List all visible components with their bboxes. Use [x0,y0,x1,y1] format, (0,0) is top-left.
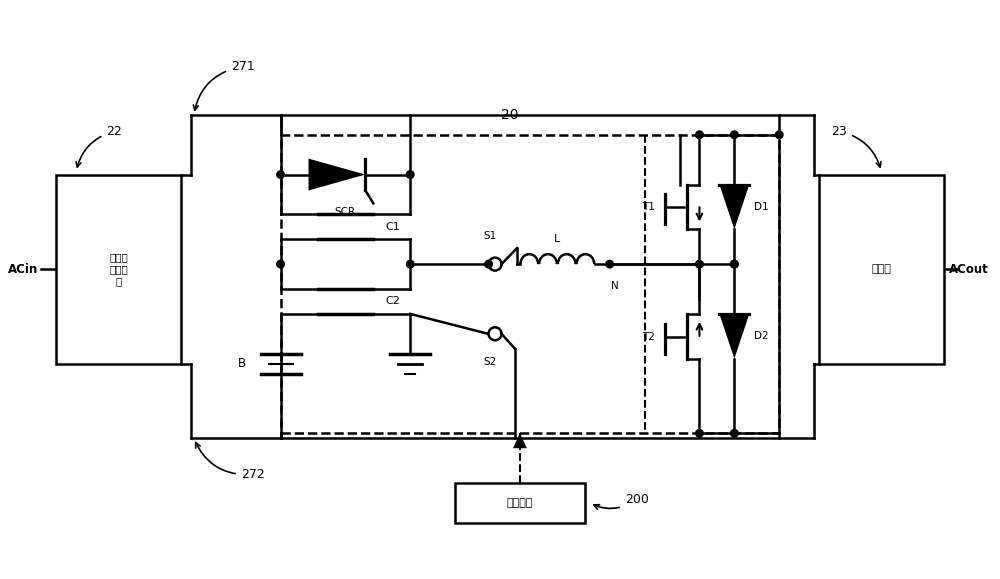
Bar [455,483,585,523]
Bar [281,135,779,433]
Circle shape [731,261,738,268]
Text: 22: 22 [76,124,122,167]
Text: T2: T2 [642,332,655,342]
Text: 逆变器: 逆变器 [872,264,891,274]
Text: 271: 271 [193,60,254,110]
Text: 200: 200 [594,493,649,510]
Circle shape [731,131,738,138]
Circle shape [406,261,414,268]
Text: S2: S2 [483,357,497,367]
Circle shape [731,261,738,268]
Text: 20: 20 [501,108,519,122]
Text: D2: D2 [754,331,769,341]
Text: D1: D1 [754,202,769,212]
Text: SCR: SCR [335,207,356,217]
Text: N: N [611,281,619,291]
Text: S1: S1 [483,231,497,241]
Text: 控制装置: 控制装置 [507,498,533,508]
Circle shape [277,171,284,178]
Circle shape [696,131,703,138]
Polygon shape [309,159,365,190]
Text: C2: C2 [385,296,400,306]
Text: ACout: ACout [949,263,989,276]
Polygon shape [719,314,749,358]
Text: L: L [554,234,560,244]
Circle shape [731,430,738,437]
Text: T1: T1 [642,203,655,212]
Polygon shape [719,185,749,229]
Circle shape [606,261,613,268]
Polygon shape [513,433,527,448]
Text: B: B [238,357,246,370]
Bar [56,174,181,364]
Text: 整流升
压变换
器: 整流升 压变换 器 [109,252,128,285]
Text: 272: 272 [196,442,264,481]
Text: ACin: ACin [8,263,38,276]
Circle shape [696,261,703,268]
Circle shape [406,171,414,178]
Circle shape [485,261,492,268]
Circle shape [696,430,703,437]
Circle shape [277,261,284,268]
Circle shape [775,131,783,138]
Text: 23: 23 [832,124,881,167]
Text: C1: C1 [385,222,400,232]
Bar [819,174,944,364]
